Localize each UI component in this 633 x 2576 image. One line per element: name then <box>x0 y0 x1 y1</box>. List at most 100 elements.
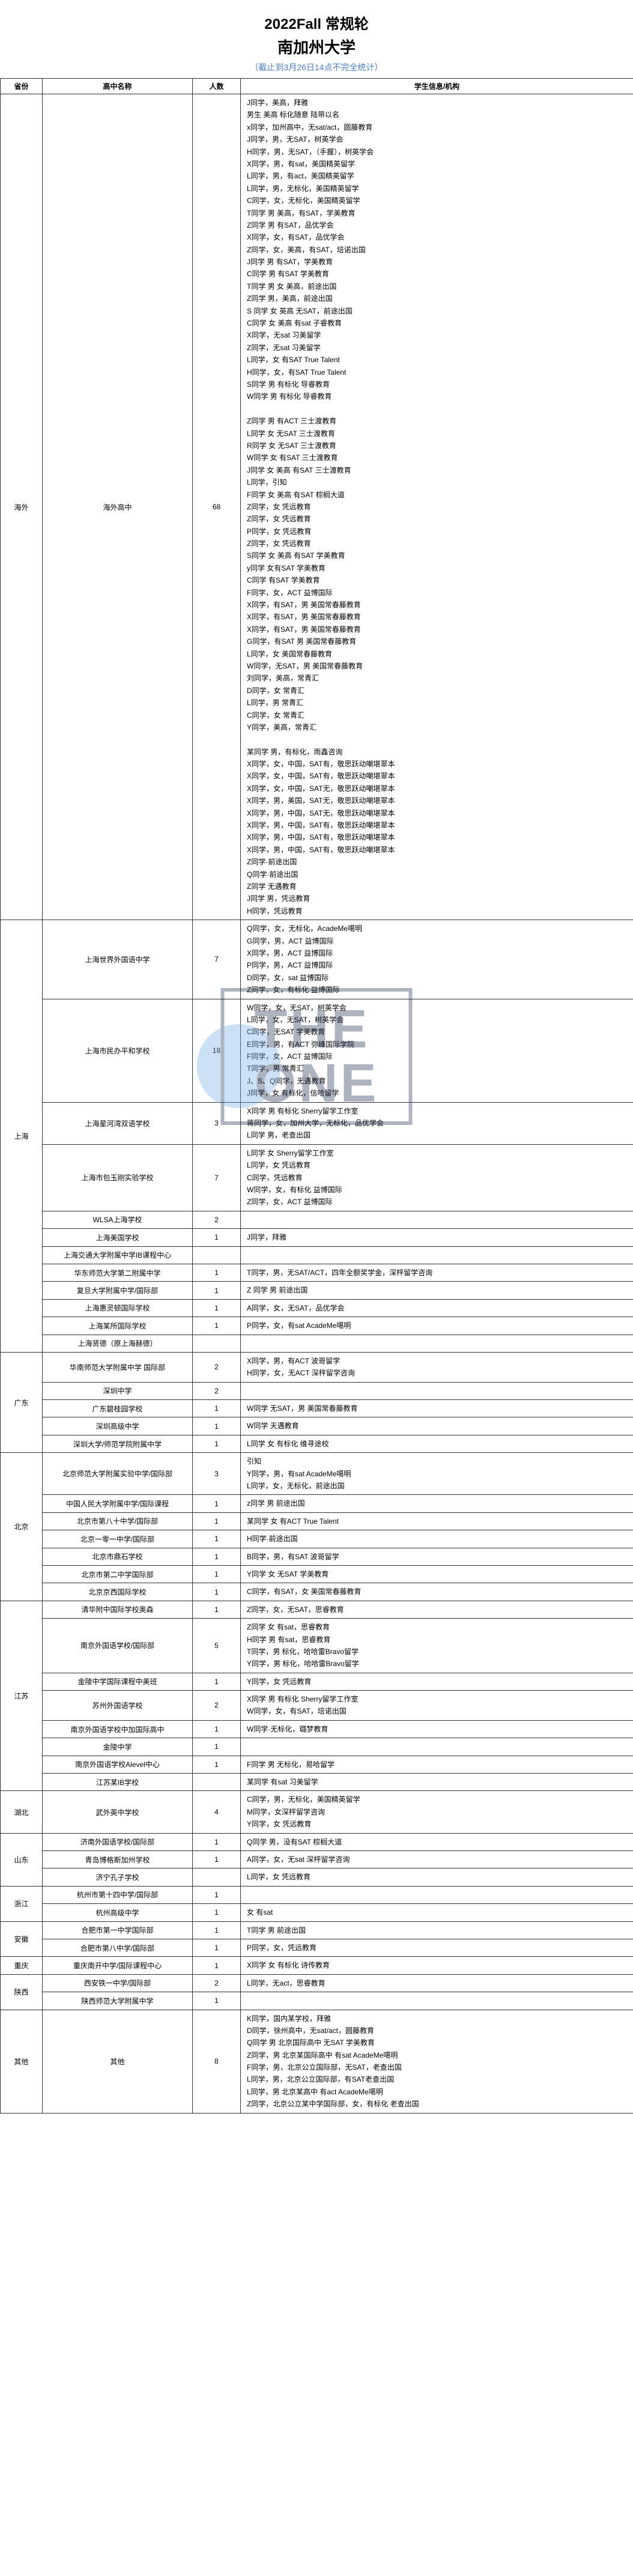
detail-line: Z同学·前途出国 <box>247 856 629 868</box>
detail-line: F同学 男 无标化，易哈留学 <box>247 1759 629 1771</box>
detail-line: T同学，男，无SAT/ACT，四年全额奖学金，深枰留学咨询 <box>247 1267 629 1279</box>
detail-line: H同学·前途出国 <box>247 1533 629 1545</box>
school-cell: 北京市鼎石学校 <box>43 1548 193 1565</box>
detail-line: X同学，有SAT，男 美国常春藤教育 <box>247 623 629 635</box>
table-row: 上海市包玉刚实验学校7L同学 女 Sherry留学工作室L同学，女 凭远教育C同… <box>1 1144 633 1211</box>
detail-line: S同学 男 有标化 导睿教育 <box>247 378 629 390</box>
table-row: 北京市第八十中学/国际部1某同学 女 有ACT True Talent <box>1 1512 633 1530</box>
detail-line: P同学，男，ACT 益博国际 <box>247 959 629 971</box>
detail-line: y同学 女有SAT 学美教育 <box>247 562 629 574</box>
details-cell: C同学，有SAT，女 美国常春藤教育 <box>241 1583 633 1601</box>
table-row: 上海星河湾双语学校3X同学 男 有标化 Sherry留学工作室蒋同学，女，加州大… <box>1 1102 633 1144</box>
count-cell: 2 <box>193 1974 241 1992</box>
count-cell: 1 <box>193 1720 241 1738</box>
count-cell: 7 <box>193 920 241 999</box>
detail-line: H同学，女，有SAT True Talent <box>247 366 629 378</box>
table-row: 安徽合肥市第一中学国际部1T同学 男 前途出国 <box>1 1921 633 1939</box>
detail-line: C同学，女，无标化，美国精英留学 <box>247 195 629 207</box>
detail-line: J同学 女 美高 有SAT 三士渡教育 <box>247 464 629 476</box>
detail-line <box>247 403 629 415</box>
province-cell: 陕西 <box>1 1974 43 2010</box>
detail-line: X同学，男，有sat，美国精英留学 <box>247 158 629 170</box>
details-cell: Q同学，女，无标化，AcadeMe噶明G同学，男，ACT 益博国际X同学，男，A… <box>241 920 633 999</box>
details-cell: A同学，女，无SAT，品优学会 <box>241 1299 633 1317</box>
school-cell: 上海贤德（原上海赫德） <box>43 1335 193 1352</box>
details-cell: X同学 女 有标化 诗传教育 <box>241 1957 633 1974</box>
detail-line: T同学 男 前途出国 <box>247 1924 629 1936</box>
page-header: 2022Fall 常规轮 南加州大学 （截止到3月26日14点不完全统计） <box>0 0 633 78</box>
count-cell: 1 <box>193 1317 241 1335</box>
detail-line: C同学，有SAT，女 美国常春藤教育 <box>247 1586 629 1598</box>
table-row: 杭州高级中学1女 有sat <box>1 1904 633 1921</box>
detail-line: Z同学，男 北京某国际高中 有sat AcadeMe噶明 <box>247 2049 629 2061</box>
table-row: 合肥市第八中学/国际部1P同学，女，凭远教育 <box>1 1939 633 1956</box>
count-cell: 8 <box>193 2010 241 2113</box>
detail-line: Z同学，女，无SAT，思睿教育 <box>247 1604 629 1616</box>
detail-line: Z同学 男 有SAT，品优学会 <box>247 219 629 231</box>
table-row: 上海某所国际学校1P同学，女，有sat AcadeMe噶明 <box>1 1317 633 1335</box>
count-cell: 1 <box>193 1299 241 1317</box>
header-row: 省份 高中名称 人数 学生信息/机构 <box>1 79 633 94</box>
detail-line: C同学，无SAT 学美教育 <box>247 1026 629 1038</box>
detail-line: Z同学 男，美高，前途出国 <box>247 292 629 305</box>
detail-line: L同学，引知 <box>247 476 629 488</box>
detail-line: Y同学，女 凭远教育 <box>247 1818 629 1830</box>
school-cell: 上海市包玉刚实验学校 <box>43 1144 193 1211</box>
count-cell: 1 <box>193 1904 241 1921</box>
count-cell: 1 <box>193 1738 241 1756</box>
details-cell: A同学，女，无sat 深枰留学咨询 <box>241 1851 633 1868</box>
detail-line: L同学，男 北京某高中 有act AcadeMe噶明 <box>247 2086 629 2098</box>
details-cell: X同学，男，有ACT 波哥留学H同学，女，无ACT 深枰留学咨询 <box>241 1352 633 1382</box>
detail-line: H同学 男 有sat，思睿教育 <box>247 1634 629 1646</box>
count-cell: 1 <box>193 1851 241 1868</box>
detail-line: E同学，男，有ACT 弥峰国际学院 <box>247 1038 629 1050</box>
details-cell: 引知Y同学，男，有sat AcadeMe噶明L同学，女，无标化，前途出国 <box>241 1453 633 1495</box>
details-cell: K同学，国内某学校，拜雅D同学，徐州高中，无sat/act，圆藤教育Q同学 男 … <box>241 2010 633 2113</box>
count-cell: 1 <box>193 1992 241 2010</box>
detail-line: Z 同学 男 前途出国 <box>247 1284 629 1296</box>
detail-line: X同学，女，有SAT，品优学会 <box>247 231 629 243</box>
school-cell: 南京外国语学校Alevel中心 <box>43 1756 193 1773</box>
school-cell: 武外英中学校 <box>43 1791 193 1833</box>
detail-line: X同学，男，美国，SAT无，敬思跃动嘲堪翠本 <box>247 795 629 807</box>
table-row: 深圳大学/师范学院附属中学1L同学 女 有标化 维寻途校 <box>1 1435 633 1452</box>
detail-line: F同学 女 美高 有SAT 棕榈大道 <box>247 489 629 501</box>
detail-line: H同学，女，无ACT 深枰留学咨询 <box>247 1367 629 1379</box>
details-cell: W同学·无标化，璐梦教育 <box>241 1720 633 1738</box>
details-cell <box>241 1246 633 1264</box>
count-cell: 1 <box>193 1417 241 1435</box>
detail-line: X同学，男，中国，SAT有，敬思跃动嘲堪翠本 <box>247 844 629 856</box>
school-cell: 深圳中学 <box>43 1382 193 1399</box>
count-cell: 2 <box>193 1382 241 1399</box>
count-cell: 1 <box>193 1530 241 1548</box>
details-cell: L同学 女 Sherry留学工作室L同学，女 凭远教育C同学，凭远教育W同学，女… <box>241 1144 633 1211</box>
school-cell: 上海美国学校 <box>43 1229 193 1246</box>
table-row: 金陵中学1 <box>1 1738 633 1756</box>
detail-line: J同学，男，无SAT，树英学会 <box>247 133 629 145</box>
detail-line: Q同学·前途出国 <box>247 868 629 880</box>
detail-line: L同学，女 凭远教育 <box>247 1159 629 1171</box>
detail-line: Z同学，女 凭远教育 <box>247 538 629 550</box>
table-row: 山东济南外国语学校/国际部1Q同学 男，没有SAT 棕榈大道 <box>1 1833 633 1850</box>
count-cell: 1 <box>193 1512 241 1530</box>
detail-line: L同学，女 凭远教育 <box>247 1871 629 1883</box>
detail-line: C同学，男，无标化，美国精英留学 <box>247 1793 629 1805</box>
detail-line: X同学，男，有ACT 波哥留学 <box>247 1355 629 1367</box>
school-cell: 金陵中学 <box>43 1738 193 1756</box>
detail-line: J同学，女 有标化，信哈留学 <box>247 1087 629 1099</box>
detail-line: L同学，无act，思睿教育 <box>247 1977 629 1989</box>
detail-line: T同学 男 女 美高，前途出国 <box>247 280 629 292</box>
detail-line: J、S、Q同学，无遇教育 <box>247 1075 629 1087</box>
detail-line: X同学，男，中国，SAT无，敬思跃动嘲堪翠本 <box>247 807 629 819</box>
detail-line: K同学，国内某学校，拜雅 <box>247 2013 629 2025</box>
details-cell: Z同学，女，无SAT，思睿教育 <box>241 1601 633 1618</box>
detail-line: Y同学，男，有sat AcadeMe噶明 <box>247 1468 629 1480</box>
table-row: 广东华南师范大学附属中学 国际部2X同学，男，有ACT 波哥留学H同学，女，无A… <box>1 1352 633 1382</box>
school-cell: 复旦大学附属中学/国际部 <box>43 1282 193 1299</box>
col-count: 人数 <box>193 79 241 94</box>
details-cell: T同学，男，无SAT/ACT，四年全额奖学金，深枰留学咨询 <box>241 1264 633 1281</box>
count-cell: 1 <box>193 1833 241 1850</box>
detail-line: 刘同学，美高，常青汇 <box>247 672 629 684</box>
count-cell <box>193 1335 241 1352</box>
table-row: 华东师范大学第二附属中学1T同学，男，无SAT/ACT，四年全额奖学金，深枰留学… <box>1 1264 633 1281</box>
